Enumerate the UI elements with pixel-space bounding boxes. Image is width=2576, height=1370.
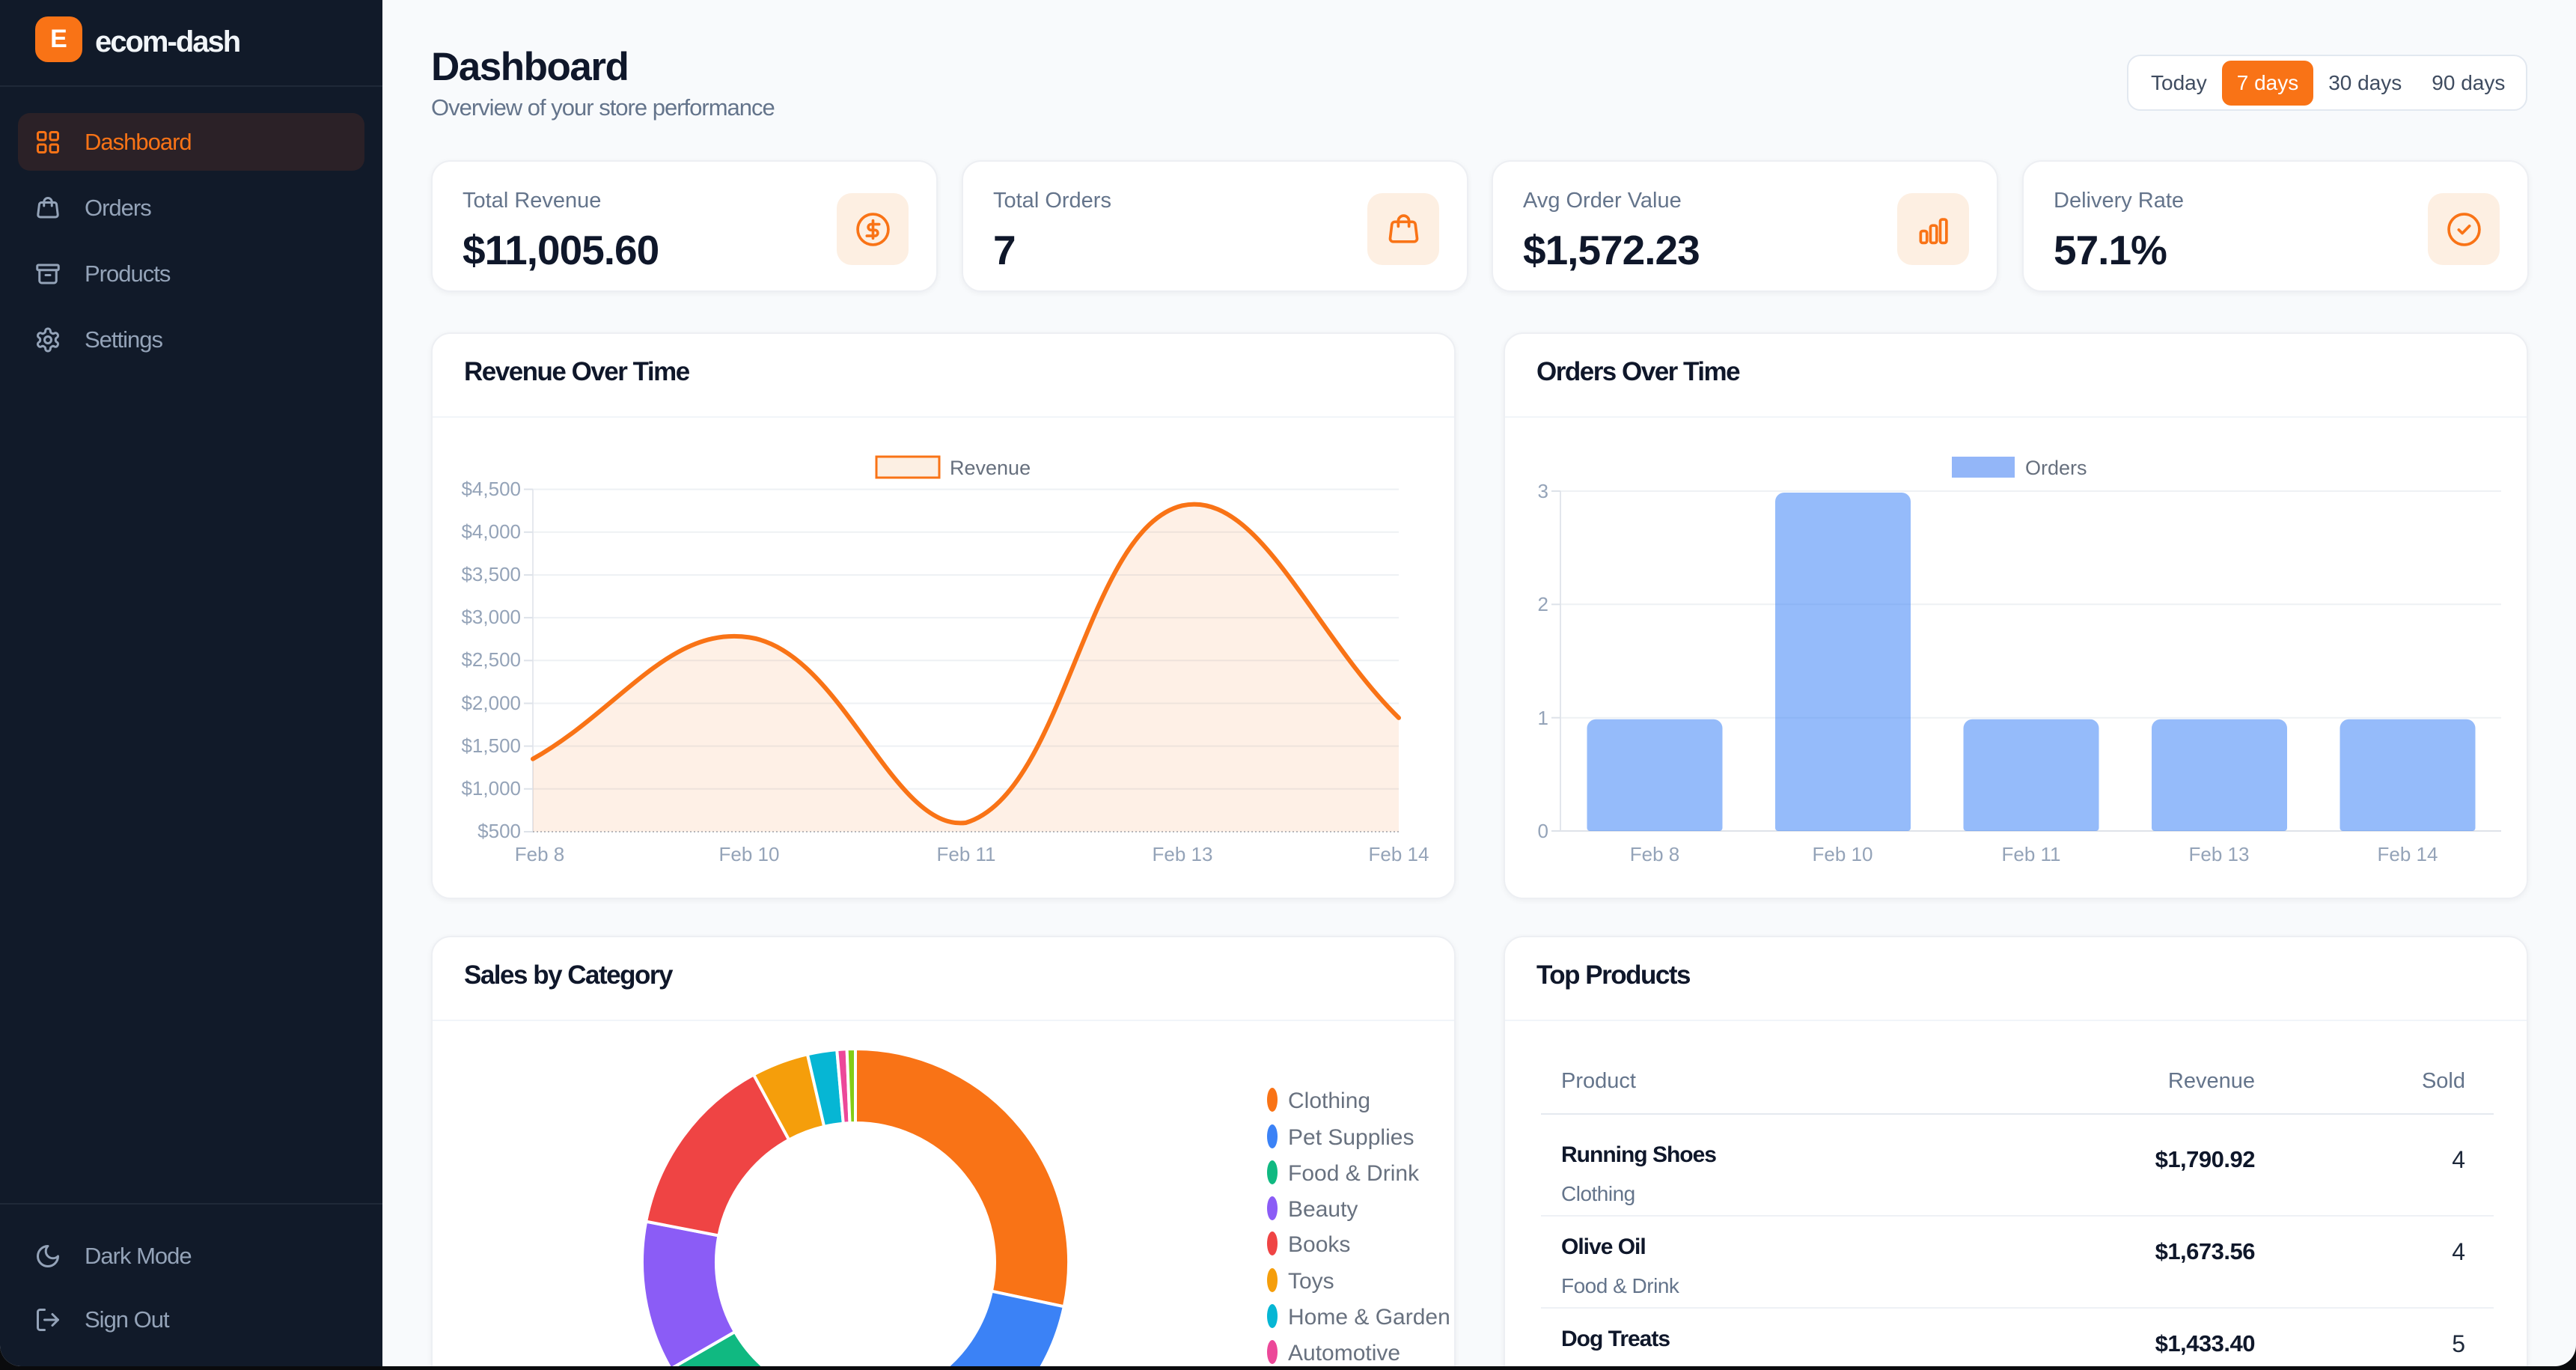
svg-text:1: 1: [1538, 707, 1548, 729]
svg-text:Feb 8: Feb 8: [515, 843, 565, 865]
svg-text:Beauty: Beauty: [1288, 1197, 1358, 1222]
svg-text:$1,500: $1,500: [461, 734, 521, 757]
svg-text:Automotive: Automotive: [1288, 1341, 1400, 1366]
svg-text:Clothing: Clothing: [1288, 1089, 1370, 1113]
svg-text:$3,000: $3,000: [461, 606, 521, 628]
svg-text:Feb 14: Feb 14: [2378, 843, 2438, 865]
svg-text:Feb 11: Feb 11: [2001, 843, 2060, 865]
svg-text:Food & Drink: Food & Drink: [1288, 1161, 1420, 1186]
svg-text:0: 0: [1538, 820, 1548, 842]
svg-text:Feb 8: Feb 8: [1630, 843, 1680, 865]
svg-text:Home & Garden: Home & Garden: [1288, 1305, 1450, 1330]
svg-text:Feb 11: Feb 11: [936, 843, 995, 865]
svg-text:Feb 14: Feb 14: [1369, 843, 1429, 865]
svg-text:$4,500: $4,500: [461, 478, 521, 500]
svg-text:$3,500: $3,500: [461, 563, 521, 585]
svg-text:Orders: Orders: [2025, 457, 2087, 479]
svg-text:Revenue: Revenue: [950, 457, 1031, 479]
svg-text:Pet Supplies: Pet Supplies: [1288, 1125, 1414, 1150]
svg-text:$500: $500: [477, 820, 521, 842]
svg-text:Toys: Toys: [1288, 1269, 1334, 1294]
svg-text:Feb 10: Feb 10: [1813, 843, 1873, 865]
svg-text:Books: Books: [1288, 1232, 1350, 1257]
svg-text:2: 2: [1538, 593, 1548, 615]
svg-text:3: 3: [1538, 480, 1548, 502]
svg-text:$4,000: $4,000: [461, 520, 521, 543]
svg-text:Feb 13: Feb 13: [2189, 843, 2250, 865]
svg-text:Feb 13: Feb 13: [1153, 843, 1213, 865]
svg-text:Feb 10: Feb 10: [719, 843, 780, 865]
svg-text:$2,000: $2,000: [461, 692, 521, 714]
svg-text:$1,000: $1,000: [461, 777, 521, 800]
svg-text:$2,500: $2,500: [461, 648, 521, 671]
